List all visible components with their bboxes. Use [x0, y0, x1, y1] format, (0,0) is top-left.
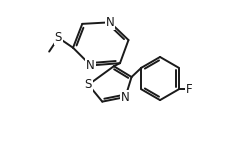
Text: N: N	[121, 91, 130, 103]
Text: N: N	[106, 16, 114, 29]
Text: N: N	[86, 59, 95, 72]
Text: F: F	[186, 83, 193, 96]
Text: S: S	[85, 78, 92, 91]
Text: S: S	[55, 31, 62, 44]
